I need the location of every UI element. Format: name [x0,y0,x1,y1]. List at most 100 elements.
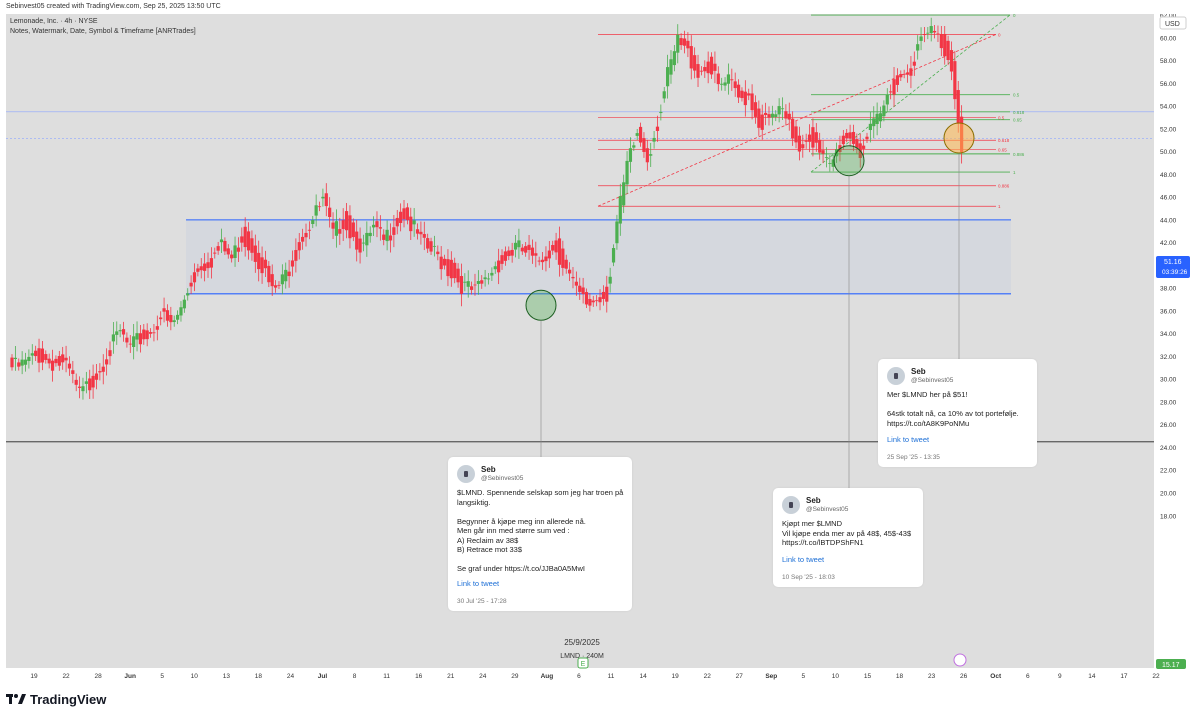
candle-body [37,348,41,363]
candle-body [98,371,102,373]
candle-body [497,260,501,273]
candle-body [618,196,622,224]
y-tick-label: 48.00 [1160,172,1177,179]
tweet-card-3[interactable]: Seb @Sebinvest05 Mer $LMND her på $51! 6… [878,359,1037,467]
candle-body [500,255,504,264]
candle-body [331,222,335,229]
candle-body [233,245,237,259]
candle-body [733,81,737,89]
candle-body [348,215,352,239]
candle-body [635,133,639,136]
candle-body [777,106,781,115]
candle-body [831,159,835,167]
tweet-author: Seb [806,496,821,505]
x-tick-label: Sep [765,673,777,680]
candle-body [382,234,386,240]
tweet-card-1[interactable]: Seb @Sebinvest05 $LMND. Spennende selska… [448,457,632,611]
candle-body [855,139,859,148]
candle-body [804,140,808,142]
currency-badge[interactable] [1159,16,1187,30]
candle-body [392,227,396,235]
candle-body [61,354,65,363]
x-tick-label: Oct [990,673,1002,680]
candle-body [301,236,305,242]
candle-body [223,240,227,252]
candle-body [132,336,136,347]
candle-body [125,337,129,343]
earnings-icon[interactable] [577,657,589,669]
tweet-date: 10 Sep '25 - 18:03 [782,574,835,581]
candle-body [676,34,680,53]
candle-body [794,126,798,143]
candle-body [649,154,653,156]
candle-body [878,113,883,122]
tradingview-logo[interactable]: TradingView [6,692,106,707]
candle-body [929,26,933,34]
candle-body [672,51,676,66]
tweet-text: $LMND. Spennende selskap som jeg har tro… [457,488,624,573]
candle-body [889,91,893,93]
candle-body [101,366,105,372]
event-icon[interactable] [953,653,967,667]
fib-red-label: 1 [998,204,1001,209]
tweet-handle: @Sebinvest05 [911,377,954,384]
candle-body [517,240,521,248]
candle-body [476,281,480,284]
x-tick-label: 24 [287,673,295,680]
candle-body [30,353,34,356]
x-tick-label: 13 [223,673,231,680]
tradingview-logo-text: TradingView [30,692,107,707]
y-tick-label: 46.00 [1160,195,1177,202]
entry-marker-2 [833,145,865,177]
candle-body [551,245,555,251]
y-tick-label: 24.00 [1160,445,1177,452]
candle-body [111,334,115,342]
y-tick-label: 54.00 [1160,104,1177,111]
avatar [457,465,475,483]
candle-body [267,265,271,283]
x-tick-label: 16 [415,673,423,680]
candle-body [645,148,649,163]
tweet-link[interactable]: Link to tweet [782,555,825,564]
candle-body [159,317,163,320]
candle-body [473,284,477,286]
candle-body [824,157,829,158]
tweet-card-2[interactable]: Seb @Sebinvest05 Kjøpt mer $LMND Vil kjø… [773,488,923,587]
x-tick-label: 22 [1152,673,1160,680]
candle-body [750,93,754,111]
candle-body [27,356,31,362]
y-tick-label: 28.00 [1160,399,1177,406]
x-tick-label: Jun [124,673,136,680]
entry-marker-1 [525,289,557,321]
candle-body [307,229,311,231]
candle-body [483,277,487,280]
candle-body [510,249,514,256]
bottom-value-text: 15.17 [1162,662,1180,669]
candle-body [608,276,612,284]
candle-body [459,276,464,294]
candle-body [615,221,619,244]
tweet-link[interactable]: Link to tweet [887,435,930,444]
candle-body [121,329,126,335]
candle-body [919,36,923,41]
candle-body [399,211,403,223]
candle-body [412,220,416,225]
tweet-text: Mer $LMND her på $51! 64stk totalt nå, c… [887,390,1019,428]
candle-body [10,357,14,368]
tweet-link[interactable]: Link to tweet [457,579,500,588]
candle-body [179,307,183,316]
candle-body [230,254,234,259]
candle-body [453,262,457,279]
candle-body [693,55,697,71]
candle-body [801,144,805,149]
candle-body [138,333,143,345]
candle-body [385,229,389,242]
range-zone [186,219,1011,294]
candle-body [821,150,825,154]
candle-body [375,221,379,228]
candle-body [699,70,704,72]
candle-body [841,135,845,145]
candle-body [507,250,511,257]
x-tick-label: 18 [255,673,263,680]
